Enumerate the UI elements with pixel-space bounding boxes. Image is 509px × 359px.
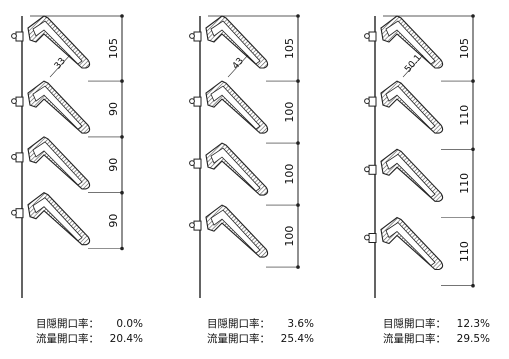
caption-view-row: 目隠開口率： 0.0% (36, 317, 143, 332)
bolt-icon (11, 98, 17, 104)
spacing-label: 90 (107, 158, 120, 172)
spacing-label: 105 (458, 38, 471, 59)
flow-ratio-label: 流量開口率： (36, 333, 99, 345)
section-c: 105 110 110 110 50.1 (364, 14, 475, 298)
louver-blade-core (385, 153, 436, 198)
louver-blade-core (210, 85, 261, 130)
spacing-label: 100 (283, 226, 296, 247)
louver-blade-core (385, 20, 436, 65)
louver-blade-core (32, 20, 83, 65)
flow-ratio-label: 流量開口率： (207, 333, 270, 345)
mount-bracket (15, 31, 24, 42)
mount-bracket (193, 31, 202, 42)
gap-measure-line (49, 54, 71, 78)
spacing-label: 90 (107, 214, 120, 228)
spacing-label: 110 (458, 105, 471, 126)
view-ratio-label: 目隠開口率： (207, 318, 270, 330)
mount-bracket (193, 220, 202, 231)
bolt-icon (189, 33, 195, 39)
mount-bracket (15, 152, 24, 163)
spacing-label: 110 (458, 241, 471, 262)
bolt-icon (11, 33, 17, 39)
bolt-icon (364, 98, 370, 104)
spacing-label: 100 (283, 164, 296, 185)
spacing-label: 110 (458, 173, 471, 194)
louver-blade-core (210, 209, 261, 254)
louver-blade-core (32, 197, 83, 242)
view-ratio-label: 目隠開口率： (36, 318, 99, 330)
spacing-label: 90 (107, 102, 120, 116)
caption-section-c: 目隠開口率： 12.3% 流量開口率： 29.5% (383, 317, 490, 347)
mount-bracket (15, 96, 24, 107)
louver-blade-core (385, 85, 436, 130)
view-ratio-value: 0.0% (116, 318, 143, 330)
louver-blade-core (385, 221, 436, 267)
gap-measure-line (227, 54, 249, 78)
caption-flow-row: 流量開口率： 29.5% (383, 332, 490, 347)
bolt-icon (189, 222, 195, 229)
spacing-label: 105 (107, 38, 120, 59)
flow-ratio-value: 25.4% (280, 333, 314, 345)
dimension-tick (471, 14, 475, 18)
flow-ratio-value: 29.5% (456, 333, 490, 345)
caption-flow-row: 流量開口率： 25.4% (207, 332, 314, 347)
bolt-icon (11, 209, 17, 216)
dimension-tick (296, 14, 300, 18)
caption-section-b: 目隠開口率： 3.6% 流量開口率： 25.4% (207, 317, 314, 347)
gap-measure-line (402, 54, 424, 78)
mount-bracket (368, 96, 377, 107)
caption-view-row: 目隠開口率： 3.6% (207, 317, 314, 332)
mount-bracket (368, 164, 377, 175)
mount-bracket (15, 208, 24, 219)
spacing-label: 105 (283, 38, 296, 59)
mount-bracket (193, 96, 202, 107)
caption-view-row: 目隠開口率： 12.3% (383, 317, 490, 332)
gap-label: 50.1 (403, 53, 424, 75)
bolt-icon (364, 166, 370, 173)
spacing-label: 100 (283, 102, 296, 123)
flow-ratio-value: 20.4% (109, 333, 143, 345)
mount-bracket (368, 233, 377, 243)
section-b: 105 100 100 100 43 (189, 14, 300, 298)
bolt-icon (364, 33, 370, 39)
section-a: 105 90 90 90 33 (11, 14, 124, 298)
caption-section-a: 目隠開口率： 0.0% 流量開口率： 20.4% (36, 317, 143, 347)
louver-blade-core (210, 147, 261, 192)
louver-blade-core (32, 141, 83, 186)
bolt-icon (189, 98, 195, 104)
dimension-tick (120, 14, 124, 18)
bolt-icon (11, 154, 17, 160)
louver-blade-core (210, 20, 261, 65)
view-ratio-label: 目隠開口率： (383, 318, 446, 330)
caption-flow-row: 流量開口率： 20.4% (36, 332, 143, 347)
bolt-icon (189, 160, 195, 167)
mount-bracket (193, 158, 202, 169)
view-ratio-value: 12.3% (456, 318, 490, 330)
louver-blade-core (32, 85, 83, 130)
gap-label: 33 (53, 56, 68, 71)
bolt-icon (364, 234, 370, 241)
flow-ratio-label: 流量開口率： (383, 333, 446, 345)
view-ratio-value: 3.6% (287, 318, 314, 330)
mount-bracket (368, 31, 377, 42)
gap-label: 43 (231, 56, 246, 71)
